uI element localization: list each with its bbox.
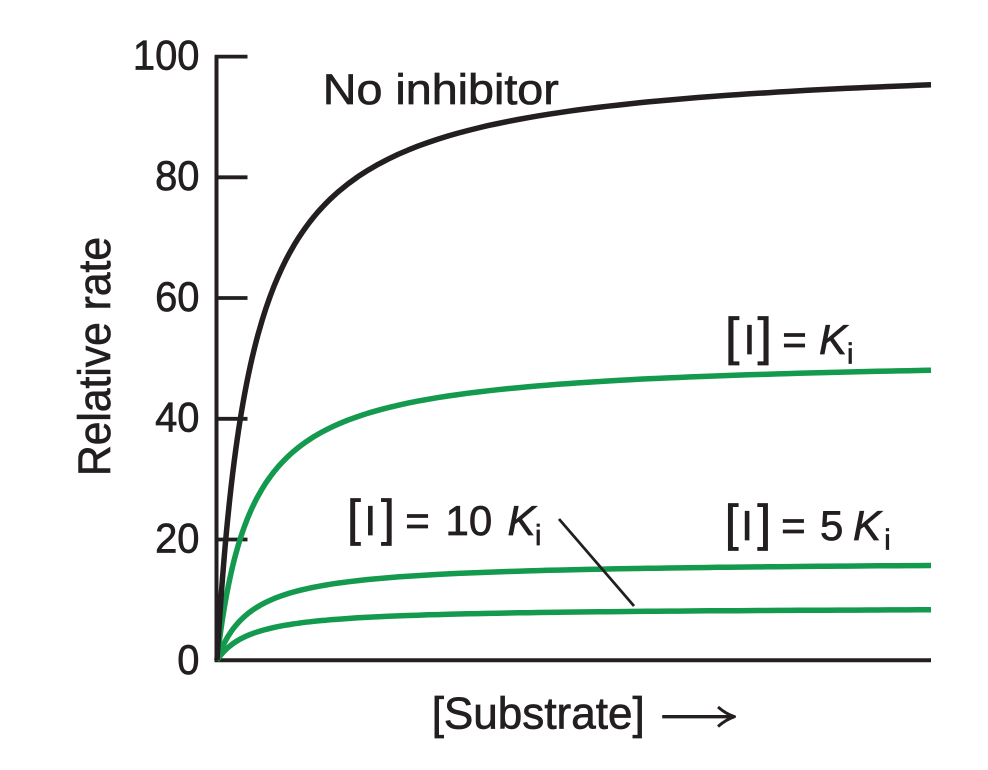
svg-text:=: = xyxy=(781,502,806,549)
svg-text:]: ] xyxy=(758,308,772,366)
svg-text:K: K xyxy=(819,316,849,363)
svg-text:100: 100 xyxy=(133,32,200,79)
svg-text:[Substrate]: [Substrate] xyxy=(432,689,645,738)
svg-text:0: 0 xyxy=(177,636,199,683)
svg-text:I: I xyxy=(741,502,753,549)
svg-text:i: i xyxy=(535,520,541,552)
svg-text:[: [ xyxy=(725,495,739,551)
svg-text:i: i xyxy=(884,525,890,557)
svg-text:10: 10 xyxy=(446,497,493,544)
svg-text:]: ] xyxy=(757,495,771,551)
svg-text:i: i xyxy=(847,339,853,371)
svg-text:5: 5 xyxy=(820,502,843,549)
svg-text:60: 60 xyxy=(155,273,199,320)
svg-text:80: 80 xyxy=(155,152,199,199)
svg-text:No inhibitor: No inhibitor xyxy=(323,66,559,114)
svg-text:=: = xyxy=(405,497,430,544)
svg-text:[: [ xyxy=(725,308,740,366)
svg-text:[: [ xyxy=(347,490,361,546)
svg-text:I: I xyxy=(365,497,377,544)
svg-text:20: 20 xyxy=(155,514,199,561)
svg-text:K: K xyxy=(508,497,538,544)
svg-text:K: K xyxy=(853,502,883,549)
svg-text:]: ] xyxy=(381,490,395,546)
svg-text:40: 40 xyxy=(155,394,199,441)
svg-text:Relative rate: Relative rate xyxy=(69,237,120,476)
svg-text:=: = xyxy=(782,316,807,363)
svg-text:I: I xyxy=(744,316,756,363)
